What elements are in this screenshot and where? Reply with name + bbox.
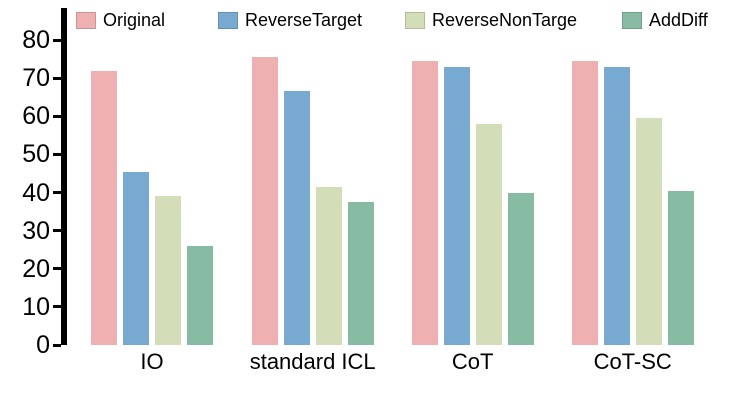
legend-item-original: Original <box>76 10 165 30</box>
x-tick-label-standard-icl: standard ICL <box>249 349 376 374</box>
x-tick-label-cot: CoT <box>451 349 494 374</box>
bar-adddiff-cot <box>507 192 534 345</box>
bar-adddiff-cot-sc <box>667 190 694 345</box>
y-tick-label: 20 <box>22 254 50 283</box>
legend-item-adddiff: AddDiff <box>622 10 708 30</box>
bar-reversetarget-standard-icl <box>283 91 310 345</box>
y-axis-tick <box>53 152 61 156</box>
y-axis-tick <box>53 114 61 118</box>
x-tick-label-cot-sc: CoT-SC <box>593 349 672 374</box>
bar-reversetarget-io <box>123 171 149 345</box>
bar-reversenontarge-io <box>155 196 181 345</box>
legend-swatch-adddiff <box>622 11 642 29</box>
y-tick-label: 50 <box>22 140 50 169</box>
bar-reversetarget-cot-sc <box>603 66 630 345</box>
bar-original-standard-icl <box>251 57 278 345</box>
legend-label-original: Original <box>103 10 166 30</box>
y-tick-label: 40 <box>22 178 50 207</box>
bar-original-cot <box>411 60 438 345</box>
y-axis-tick <box>53 76 61 80</box>
legend-swatch-reversenontarge <box>405 11 425 29</box>
y-tick-label: 80 <box>22 26 50 54</box>
bar-reversenontarge-cot-sc <box>635 118 662 345</box>
y-tick-label: 60 <box>22 102 50 131</box>
y-tick-label: 30 <box>22 216 50 245</box>
legend-swatch-original <box>76 11 96 29</box>
y-axis-tick <box>53 305 61 309</box>
y-axis-spine <box>61 8 67 345</box>
legend-item-reversetarget: ReverseTarget <box>218 10 362 30</box>
y-axis-tick <box>53 267 61 271</box>
legend-label-reversetarget: ReverseTarget <box>245 10 363 30</box>
y-tick-label: 10 <box>22 292 50 321</box>
y-tick-label: 0 <box>36 331 50 359</box>
legend-label-reversenontarge: ReverseNonTarge <box>432 10 578 30</box>
legend-swatch-reversetarget <box>218 11 238 29</box>
x-tick-label-io: IO <box>140 349 164 374</box>
y-axis-tick <box>53 343 61 347</box>
y-axis-tick <box>53 38 61 42</box>
legend-item-reversenontarge: ReverseNonTarge <box>405 10 577 30</box>
y-tick-label: 70 <box>22 64 50 93</box>
bar-original-cot-sc <box>571 60 598 345</box>
bar-reversenontarge-cot <box>475 123 502 345</box>
bar-original-io <box>91 70 117 345</box>
bar-reversenontarge-standard-icl <box>315 186 342 345</box>
bar-reversetarget-cot <box>443 66 470 345</box>
bar-adddiff-standard-icl <box>347 202 374 345</box>
y-axis-tick <box>53 229 61 233</box>
y-axis-tick <box>53 191 61 194</box>
legend-label-adddiff: AddDiff <box>649 10 708 30</box>
bar-adddiff-io <box>187 245 213 345</box>
